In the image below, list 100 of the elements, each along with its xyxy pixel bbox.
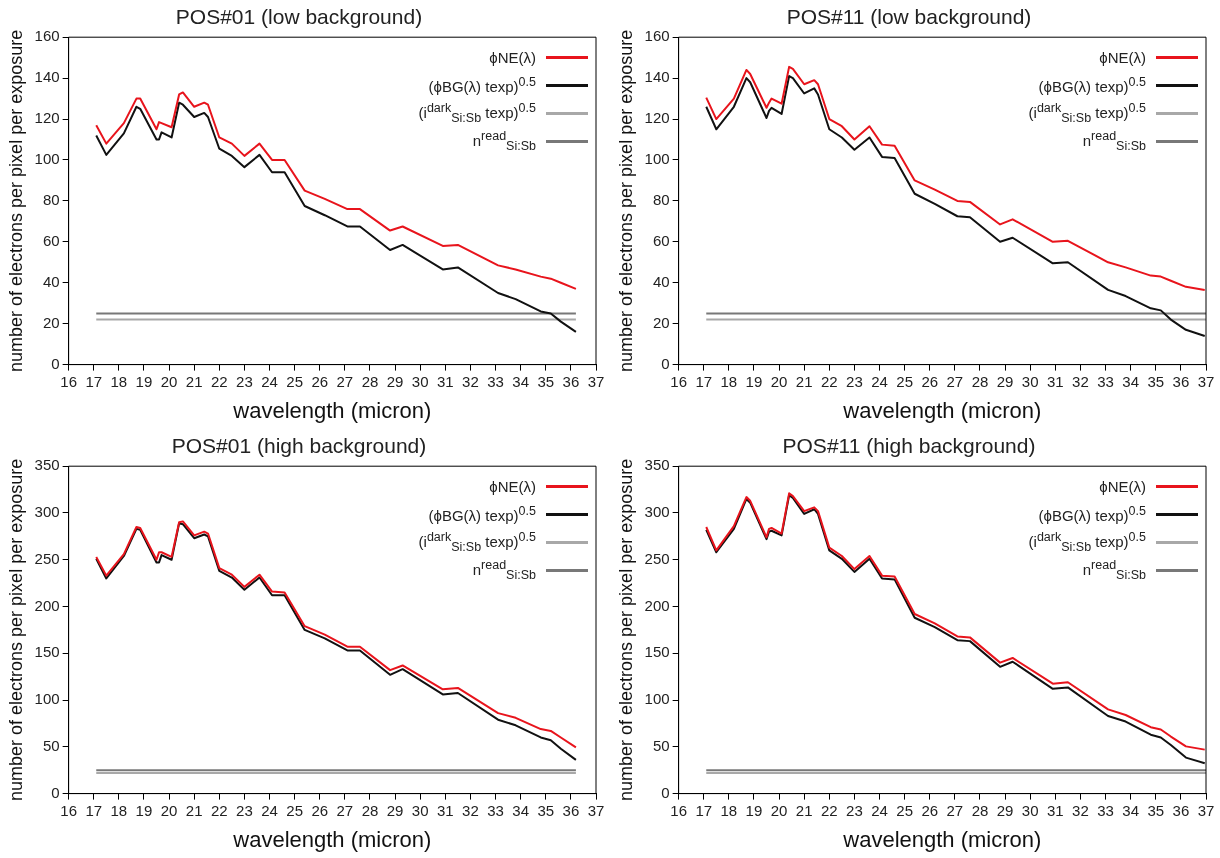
x-tick-label: 24 bbox=[871, 372, 888, 390]
x-tick-label: 33 bbox=[1097, 801, 1114, 819]
x-tick-label: 35 bbox=[537, 372, 555, 390]
y-tick-label: 20 bbox=[42, 313, 60, 331]
y-tick-label: 50 bbox=[652, 736, 670, 754]
x-tick-label: 21 bbox=[185, 801, 203, 819]
x-tick-label: 20 bbox=[770, 372, 788, 390]
x-tick-label: 19 bbox=[745, 801, 763, 819]
y-axis-title: number of electrons per pixel per exposure bbox=[615, 458, 636, 801]
x-tick-label: 27 bbox=[946, 372, 964, 390]
x-tick-label: 29 bbox=[996, 372, 1014, 390]
x-tick-label: 26 bbox=[311, 372, 329, 390]
y-tick-label: 300 bbox=[34, 503, 60, 521]
y-tick-label: 40 bbox=[652, 272, 670, 290]
x-axis-title: wavelength (micron) bbox=[842, 826, 1042, 852]
x-tick-label: 37 bbox=[1197, 801, 1215, 819]
x-tick-label: 27 bbox=[946, 801, 964, 819]
x-tick-label: 31 bbox=[436, 801, 454, 819]
y-tick-label: 350 bbox=[644, 456, 670, 474]
x-tick-label: 20 bbox=[160, 372, 178, 390]
chart-title: POS#01 (low background) bbox=[175, 5, 423, 29]
x-tick-label: 24 bbox=[261, 372, 278, 390]
x-tick-label: 21 bbox=[185, 372, 203, 390]
x-tick-label: 36 bbox=[562, 801, 580, 819]
x-tick-label: 22 bbox=[210, 372, 228, 390]
x-tick-label: 35 bbox=[537, 801, 555, 819]
y-tick-label: 40 bbox=[42, 272, 60, 290]
x-tick-label: 37 bbox=[1197, 372, 1215, 390]
y-tick-label: 0 bbox=[51, 783, 60, 801]
y-tick-label: 200 bbox=[34, 596, 60, 614]
x-tick-label: 28 bbox=[361, 372, 379, 390]
x-tick-label: 19 bbox=[135, 372, 153, 390]
x-tick-label: 30 bbox=[1021, 801, 1039, 819]
x-tick-label: 33 bbox=[487, 372, 504, 390]
x-tick-label: 34 bbox=[512, 372, 529, 390]
x-tick-label: 33 bbox=[487, 801, 504, 819]
x-tick-label: 29 bbox=[386, 372, 404, 390]
y-tick-label: 100 bbox=[34, 150, 60, 168]
x-tick-label: 23 bbox=[236, 372, 253, 390]
x-tick-label: 27 bbox=[336, 801, 354, 819]
x-tick-label: 35 bbox=[1147, 372, 1165, 390]
x-tick-label: 27 bbox=[336, 372, 354, 390]
x-tick-label: 19 bbox=[745, 372, 763, 390]
x-tick-label: 26 bbox=[921, 801, 939, 819]
y-tick-label: 50 bbox=[42, 736, 60, 754]
x-tick-label: 31 bbox=[436, 372, 454, 390]
x-axis-title: wavelength (micron) bbox=[232, 826, 432, 852]
x-tick-label: 16 bbox=[670, 372, 687, 390]
y-tick-label: 0 bbox=[51, 354, 60, 372]
legend-label: ϕNE(λ) bbox=[1099, 48, 1146, 66]
y-tick-label: 140 bbox=[644, 68, 670, 86]
x-tick-label: 18 bbox=[720, 372, 738, 390]
y-tick-label: 200 bbox=[644, 596, 670, 614]
x-tick-label: 23 bbox=[846, 372, 863, 390]
x-tick-label: 24 bbox=[871, 801, 888, 819]
x-tick-label: 18 bbox=[110, 801, 128, 819]
y-tick-label: 250 bbox=[644, 549, 670, 567]
y-tick-label: 60 bbox=[42, 231, 60, 249]
x-tick-label: 22 bbox=[820, 372, 838, 390]
x-tick-label: 18 bbox=[720, 801, 738, 819]
x-tick-label: 36 bbox=[562, 372, 580, 390]
legend-label: (i$^{dark}$$_{Si:Sb}$ texp)$^{0.5}$ bbox=[418, 530, 536, 555]
y-axis-title: number of electrons per pixel per exposure bbox=[5, 458, 26, 801]
y-tick-label: 80 bbox=[42, 191, 60, 209]
x-tick-label: 21 bbox=[795, 372, 813, 390]
y-tick-label: 100 bbox=[644, 150, 670, 168]
x-tick-label: 31 bbox=[1046, 372, 1064, 390]
x-tick-label: 30 bbox=[1021, 372, 1039, 390]
x-tick-label: 28 bbox=[361, 801, 379, 819]
x-tick-label: 37 bbox=[587, 801, 605, 819]
x-tick-label: 30 bbox=[411, 372, 429, 390]
y-tick-label: 120 bbox=[644, 109, 670, 127]
y-tick-label: 140 bbox=[34, 68, 60, 86]
legend-label: (ϕBG(λ) texp)$^{0.5}$ bbox=[428, 75, 536, 96]
legend-label: ϕNE(λ) bbox=[1099, 477, 1146, 495]
x-tick-label: 26 bbox=[311, 801, 329, 819]
x-tick-label: 36 bbox=[1172, 372, 1190, 390]
x-axis-title: wavelength (micron) bbox=[842, 397, 1042, 423]
legend-label: (ϕBG(λ) texp)$^{0.5}$ bbox=[428, 504, 536, 525]
x-tick-label: 32 bbox=[1072, 372, 1089, 390]
x-tick-label: 26 bbox=[921, 372, 939, 390]
x-tick-label: 17 bbox=[695, 372, 713, 390]
x-tick-label: 29 bbox=[386, 801, 404, 819]
y-tick-label: 100 bbox=[644, 690, 670, 708]
legend-label: ϕNE(λ) bbox=[489, 48, 536, 66]
x-tick-label: 31 bbox=[1046, 801, 1064, 819]
x-tick-label: 17 bbox=[85, 372, 103, 390]
legend-label: (i$^{dark}$$_{Si:Sb}$ texp)$^{0.5}$ bbox=[418, 101, 536, 126]
x-tick-label: 30 bbox=[411, 801, 429, 819]
x-tick-label: 37 bbox=[587, 372, 605, 390]
x-tick-label: 17 bbox=[695, 801, 713, 819]
x-tick-label: 19 bbox=[135, 801, 153, 819]
y-tick-label: 150 bbox=[644, 643, 670, 661]
y-tick-label: 160 bbox=[644, 27, 670, 45]
y-tick-label: 150 bbox=[34, 643, 60, 661]
x-tick-label: 23 bbox=[846, 801, 863, 819]
x-tick-label: 25 bbox=[896, 372, 913, 390]
y-tick-label: 160 bbox=[34, 27, 60, 45]
legend-label: (i$^{dark}$$_{Si:Sb}$ texp)$^{0.5}$ bbox=[1028, 101, 1146, 126]
y-axis-title: number of electrons per pixel per exposure bbox=[5, 29, 26, 372]
